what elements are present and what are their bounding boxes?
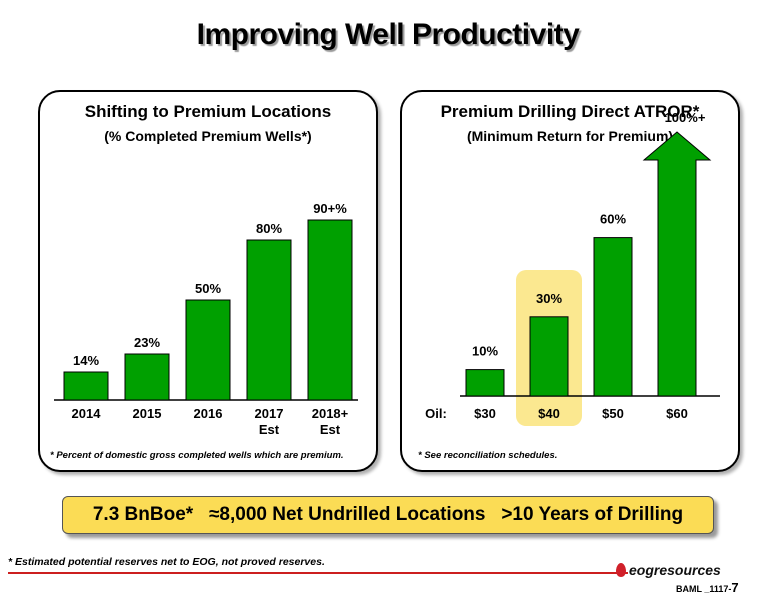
x-tick-label-line: 2015 [133,406,162,421]
x-tick-label: $30 [474,406,496,421]
arrow-bar [642,131,712,397]
bar-value-label: 50% [195,281,221,296]
slide-code: BAML _1117-7 [676,580,739,595]
eog-logo: eogresources [616,562,721,578]
left-panel-title: Shifting to Premium Locations [84,102,332,121]
bar-value-label: 23% [134,335,160,350]
x-tick-label: 2018+ Est [312,406,349,437]
x-tick-label-line: 2014 [72,406,102,421]
left-panel-footnote: * Percent of domestic gross completed we… [50,450,344,461]
axis-prefix-label: Oil: [425,406,447,421]
bar-value-label: 30% [536,291,562,306]
slide-code-text: BAML _1117- [676,584,732,594]
atror-chart: Oil: 10% $30 30% $40 60% $50 100%+ $60 [425,110,720,426]
x-tick-label-line: 2016 [194,406,223,421]
left-panel: Shifting to Premium Locations (% Complet… [38,90,378,472]
right-panel-subtitle: (Minimum Return for Premium) [466,128,674,144]
right-panel: Premium Drilling Direct ATROR* (Minimum … [400,90,740,472]
x-tick-label-line: Est [259,422,280,437]
x-tick-label: $40 [538,406,560,421]
bar-value-label: 10% [472,344,498,359]
x-tick-label: 2017 Est [255,406,284,437]
bar-value-label: 90+% [313,201,347,216]
reserves-footnote: * Estimated potential reserves net to EO… [8,556,325,568]
x-tick-label: 2014 [72,406,102,421]
eog-logo-text: eogresources [629,562,721,578]
bar-value-label: 14% [73,353,99,368]
x-tick-label-line: 2018+ [312,406,349,421]
right-panel-title: Premium Drilling Direct ATROR* [440,102,700,121]
bar [529,316,569,397]
flame-icon [616,563,626,577]
page-number: 7 [731,580,739,595]
x-tick-label: 2015 [133,406,162,421]
x-tick-label-line: 2017 [255,406,284,421]
bar [307,219,353,401]
x-tick-label: $60 [666,406,688,421]
bar-value-label: 100%+ [665,110,706,125]
x-tick-label-line: Est [320,422,341,437]
bar [246,239,292,401]
slide-title: Improving Well Productivity [196,18,580,51]
x-tick-label: $50 [602,406,624,421]
right-panel-footnote: * See reconciliation schedules. [418,450,558,461]
x-tick-label: 2016 [194,406,223,421]
summary-banner: 7.3 BnBoe* ≈8,000 Net Undrilled Location… [62,496,714,534]
left-panel-subtitle: (% Completed Premium Wells*) [104,128,312,144]
bar [124,353,170,401]
footer-divider [8,572,628,574]
bar-value-label: 80% [256,221,282,236]
bar-value-label: 60% [600,212,626,227]
bar [185,299,231,401]
bar [465,369,505,397]
bar [63,371,109,401]
bar [593,237,633,397]
